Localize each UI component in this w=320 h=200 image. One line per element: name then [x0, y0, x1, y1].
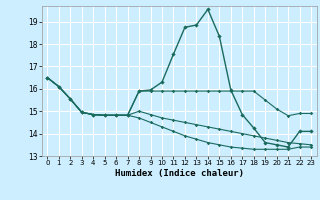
X-axis label: Humidex (Indice chaleur): Humidex (Indice chaleur) — [115, 169, 244, 178]
